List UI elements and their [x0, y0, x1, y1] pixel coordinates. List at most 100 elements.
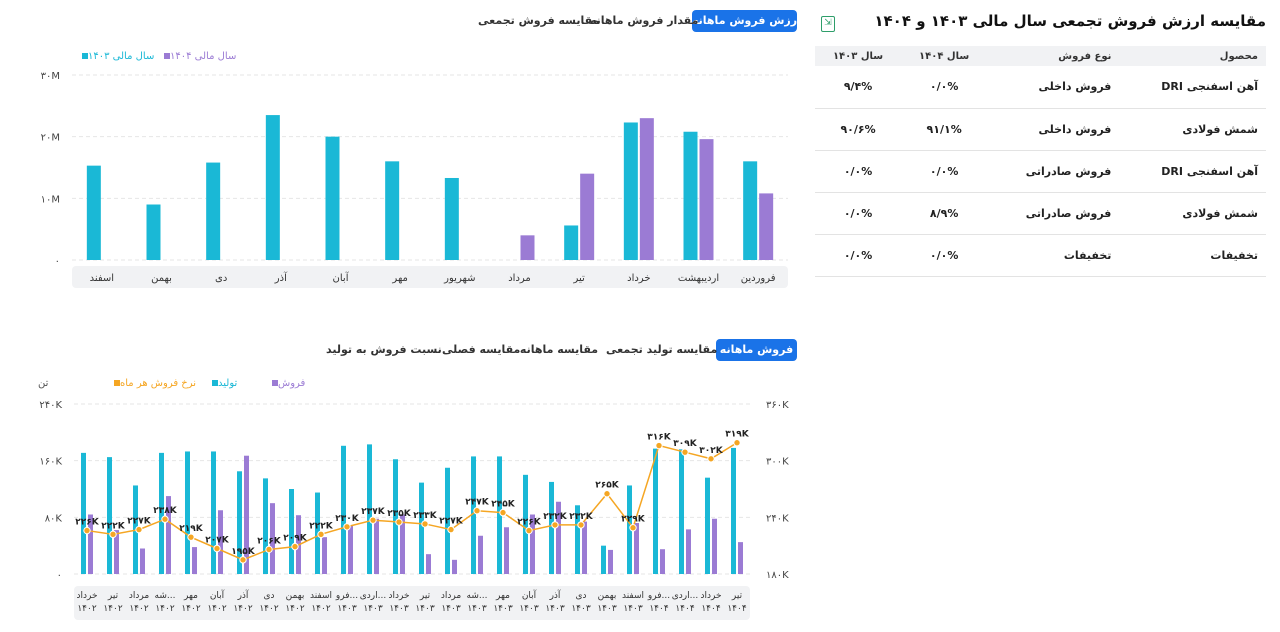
bar-production[interactable] — [627, 485, 632, 574]
bar-production[interactable] — [289, 489, 294, 574]
bar-production[interactable] — [419, 482, 424, 574]
bar-sales[interactable] — [218, 510, 223, 574]
sales-rate-point[interactable] — [395, 518, 403, 526]
bar-production[interactable] — [549, 481, 554, 574]
bar-1403[interactable] — [623, 122, 638, 260]
bar-production[interactable] — [497, 456, 502, 574]
bar-sales[interactable] — [504, 527, 509, 574]
tab-3[interactable]: مقایسه فصلی — [442, 343, 521, 356]
bar-1404[interactable] — [699, 139, 714, 260]
bar-sales[interactable] — [166, 496, 171, 574]
bar-sales[interactable] — [400, 514, 405, 575]
bar-sales[interactable] — [114, 530, 119, 574]
table-row[interactable]: شمش فولادی فروش داخلی ۹۱/۱% ۹۰/۶% — [815, 108, 1266, 151]
bar-sales[interactable] — [582, 521, 587, 574]
sales-rate-point[interactable] — [629, 524, 637, 532]
tab-1[interactable]: مقدار فروش ماهانه — [590, 14, 699, 27]
tab-2[interactable]: مقایسه ماهانه — [519, 343, 599, 356]
sales-rate-point[interactable] — [109, 530, 117, 539]
bar-1403[interactable] — [206, 162, 221, 260]
bar-sales[interactable] — [192, 547, 197, 574]
sales-rate-point[interactable] — [317, 530, 325, 539]
bar-production[interactable] — [679, 449, 684, 574]
bar-sales[interactable] — [738, 542, 743, 574]
bar-1403[interactable] — [743, 161, 758, 260]
sales-rate-point[interactable] — [655, 441, 663, 450]
sales-rate-point[interactable] — [135, 525, 143, 534]
sales-rate-point[interactable] — [83, 526, 91, 535]
bar-1403[interactable] — [146, 204, 161, 261]
sales-rate-point[interactable] — [291, 542, 299, 551]
bar-1403[interactable] — [564, 225, 579, 260]
table-row[interactable]: شمش فولادی فروش صادراتی ۸/۹% ۰/۰% — [815, 192, 1266, 235]
bar-sales[interactable] — [374, 518, 379, 574]
table-row[interactable]: تخفیفات تخفیفات ۰/۰% ۰/۰% — [815, 234, 1266, 277]
bar-1403[interactable] — [325, 136, 340, 260]
tab-4[interactable]: نسبت فروش به تولید — [326, 343, 442, 356]
bar-production[interactable] — [731, 447, 736, 574]
sales-rate-point[interactable] — [239, 556, 247, 564]
table-row[interactable]: آهن اسفنجی DRI فروش صادراتی ۰/۰% ۰/۰% — [815, 150, 1266, 193]
sales-rate-point[interactable] — [551, 521, 559, 529]
bar-production[interactable] — [81, 452, 86, 574]
sales-rate-point[interactable] — [369, 516, 377, 524]
sales-rate-point[interactable] — [473, 507, 481, 515]
bar-sales[interactable] — [686, 529, 691, 574]
bar-1403[interactable] — [265, 115, 280, 260]
bar-production[interactable] — [705, 477, 710, 574]
bar-1403[interactable] — [444, 177, 459, 260]
bar-sales[interactable] — [660, 549, 665, 574]
bar-production[interactable] — [237, 471, 242, 574]
bar-sales[interactable] — [426, 554, 431, 574]
bar-production[interactable] — [575, 505, 580, 574]
bar-sales[interactable] — [244, 455, 249, 574]
sales-rate-point[interactable] — [213, 544, 221, 553]
tab-0[interactable]: فروش ماهانه — [716, 339, 797, 361]
bar-sales[interactable] — [556, 501, 561, 574]
bar-production[interactable] — [653, 448, 658, 574]
bar-1403[interactable] — [385, 161, 400, 260]
bar-1404[interactable] — [520, 235, 535, 260]
sales-rate-point[interactable] — [681, 448, 689, 456]
bar-1403[interactable] — [683, 131, 698, 260]
bar-sales[interactable] — [634, 523, 639, 574]
sales-rate-point[interactable] — [421, 520, 429, 528]
sales-rate-point[interactable] — [499, 508, 507, 517]
sales-rate-point[interactable] — [265, 545, 273, 554]
bar-production[interactable] — [523, 474, 528, 574]
bar-production[interactable] — [211, 451, 216, 574]
bar-1403[interactable] — [86, 165, 101, 260]
sales-rate-point[interactable] — [707, 455, 715, 463]
bar-sales[interactable] — [140, 548, 145, 575]
sales-rate-point[interactable] — [603, 490, 611, 498]
bar-production[interactable] — [159, 452, 164, 574]
sales-rate-point[interactable] — [187, 533, 195, 541]
sales-rate-point[interactable] — [447, 525, 455, 534]
table-row[interactable]: آهن اسفنجی DRI فروش داخلی ۰/۰% ۹/۴% — [815, 66, 1266, 109]
bar-sales[interactable] — [452, 559, 457, 574]
bar-sales[interactable] — [478, 535, 483, 574]
sales-rate-point[interactable] — [343, 523, 351, 531]
sales-rate-point[interactable] — [577, 521, 585, 529]
bar-production[interactable] — [107, 457, 112, 574]
bar-sales[interactable] — [322, 537, 327, 574]
bar-sales[interactable] — [608, 549, 613, 574]
sales-rate-point[interactable] — [525, 526, 533, 535]
sales-rate-point[interactable] — [161, 515, 169, 523]
bar-sales[interactable] — [88, 514, 93, 575]
bar-1404[interactable] — [759, 193, 774, 260]
bar-sales[interactable] — [712, 518, 717, 574]
bar-production[interactable] — [367, 444, 372, 574]
bar-production[interactable] — [471, 456, 476, 574]
bar-production[interactable] — [601, 545, 606, 574]
export-excel-icon[interactable]: ⇲ — [821, 16, 835, 32]
bar-1404[interactable] — [639, 118, 654, 260]
tab-1[interactable]: مقایسه تولید تجمعی — [606, 343, 718, 356]
bar-1404[interactable] — [580, 173, 595, 260]
bar-sales[interactable] — [530, 514, 535, 575]
tab-2[interactable]: مقایسه فروش تجمعی — [478, 14, 600, 27]
bar-sales[interactable] — [348, 525, 353, 574]
bar-production[interactable] — [445, 467, 450, 574]
bar-sales[interactable] — [270, 503, 275, 574]
bar-production[interactable] — [185, 451, 190, 574]
